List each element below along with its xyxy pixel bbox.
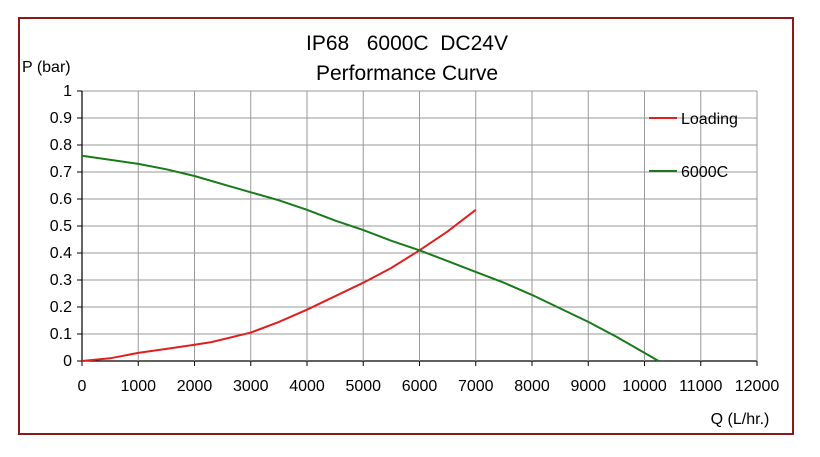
y-tick-label: 1 <box>63 83 72 100</box>
y-tick-label: 0.7 <box>50 164 72 181</box>
y-tick-label: 0.8 <box>50 137 72 154</box>
x-tick-label: 10000 <box>622 378 667 395</box>
y-tick-label: 0.3 <box>50 272 72 289</box>
y-tick-label: 0 <box>63 353 72 370</box>
x-tick-label: 5000 <box>345 378 381 395</box>
x-tick-label: 1000 <box>120 378 156 395</box>
x-tick-label: 12000 <box>735 378 780 395</box>
x-axis-label: Q (L/hr.) <box>711 411 770 428</box>
y-tick-label: 0.9 <box>50 110 72 127</box>
y-tick-labels: 0 0.1 0.2 0.3 0.4 0.5 0.6 0.7 0.8 0.9 1 <box>50 83 72 370</box>
x-tick-label: 9000 <box>570 378 606 395</box>
x-tick-label: 0 <box>78 378 87 395</box>
series-lines <box>81 154 660 362</box>
legend: Loading 6000C <box>649 111 738 181</box>
y-tick-label: 0.6 <box>50 191 72 208</box>
legend-label: Loading <box>681 111 738 128</box>
grid-lines <box>77 90 758 366</box>
x-tick-label: 7000 <box>458 378 494 395</box>
series-line-loading <box>81 209 477 362</box>
x-tick-label: 4000 <box>289 378 325 395</box>
x-tick-label: 11000 <box>679 378 722 395</box>
y-tick-label: 0.5 <box>50 218 72 235</box>
chart-title-line1: IP68 6000C DC24V <box>306 32 508 55</box>
chart-title-line2: Performance Curve <box>316 62 498 85</box>
x-tick-label: 2000 <box>177 378 213 395</box>
x-tick-label: 6000 <box>402 378 438 395</box>
x-tick-label: 3000 <box>233 378 269 395</box>
x-tick-label: 8000 <box>514 378 550 395</box>
y-tick-label: 0.1 <box>50 326 72 343</box>
y-axis-label: P (bar) <box>22 59 71 76</box>
series-line-6000c <box>81 154 660 362</box>
legend-label: 6000C <box>681 164 728 181</box>
y-tick-label: 0.4 <box>50 245 72 262</box>
x-tick-labels: 0 1000 2000 3000 4000 5000 6000 7000 8000 9000 100… <box>78 378 780 395</box>
y-tick-label: 0.2 <box>50 299 72 316</box>
